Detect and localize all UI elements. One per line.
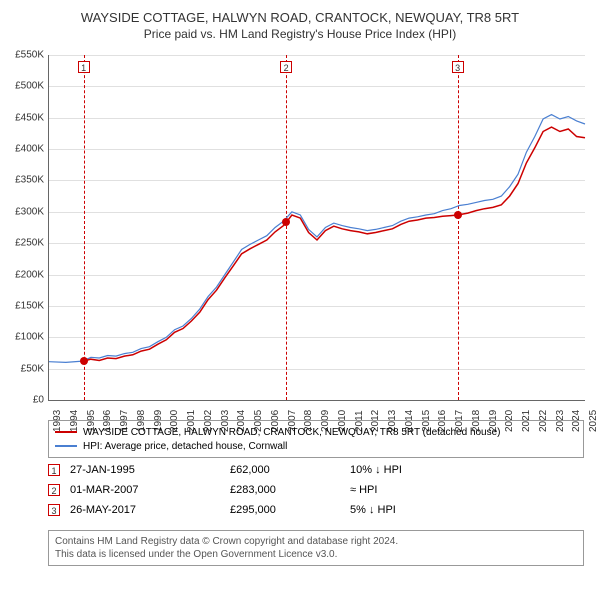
- sale-date: 27-JAN-1995: [70, 464, 220, 476]
- legend-box: WAYSIDE COTTAGE, HALWYN ROAD, CRANTOCK, …: [48, 420, 584, 458]
- y-tick-label: £450K: [4, 112, 44, 123]
- chart-subtitle: Price paid vs. HM Land Registry's House …: [0, 27, 600, 41]
- sale-price-dot: [282, 218, 290, 226]
- y-tick-label: £550K: [4, 50, 44, 61]
- sale-row-marker: 2: [48, 484, 60, 496]
- series-line: [84, 127, 585, 361]
- sale-row-marker: 1: [48, 464, 60, 476]
- sale-marker-box: 3: [452, 61, 464, 73]
- sale-price-dot: [80, 357, 88, 365]
- legend-label: HPI: Average price, detached house, Corn…: [83, 441, 287, 452]
- y-tick-label: £200K: [4, 269, 44, 280]
- legend-row: WAYSIDE COTTAGE, HALWYN ROAD, CRANTOCK, …: [55, 425, 577, 439]
- sale-date: 01-MAR-2007: [70, 484, 220, 496]
- sales-table: 1 27-JAN-1995 £62,000 10% ↓ HPI 2 01-MAR-2007…: [48, 460, 584, 520]
- footnote-line-2: This data is licensed under the Open Gov…: [55, 548, 577, 561]
- sale-row: 2 01-MAR-2007 £283,000 ≈ HPI: [48, 480, 584, 500]
- legend-label: WAYSIDE COTTAGE, HALWYN ROAD, CRANTOCK, …: [83, 427, 501, 438]
- title-area: WAYSIDE COTTAGE, HALWYN ROAD, CRANTOCK, …: [0, 0, 600, 41]
- legend-row: HPI: Average price, detached house, Corn…: [55, 439, 577, 453]
- sale-hpi: ≈ HPI: [350, 484, 470, 496]
- sale-price: £295,000: [230, 504, 340, 516]
- sale-marker-box: 2: [280, 61, 292, 73]
- sale-hpi: 5% ↓ HPI: [350, 504, 470, 516]
- sale-marker-box: 1: [78, 61, 90, 73]
- y-tick-label: £500K: [4, 81, 44, 92]
- sale-row: 1 27-JAN-1995 £62,000 10% ↓ HPI: [48, 460, 584, 480]
- y-tick-label: £50K: [4, 363, 44, 374]
- y-tick-label: £300K: [4, 206, 44, 217]
- sale-price: £62,000: [230, 464, 340, 476]
- chart-plot-area: 1 2 3: [48, 55, 585, 401]
- legend-swatch: [55, 431, 77, 433]
- legend-swatch: [55, 445, 77, 447]
- sale-date: 26-MAY-2017: [70, 504, 220, 516]
- y-tick-label: £150K: [4, 300, 44, 311]
- series-line: [49, 115, 585, 363]
- y-tick-label: £100K: [4, 332, 44, 343]
- y-tick-label: £400K: [4, 144, 44, 155]
- footnote-line-1: Contains HM Land Registry data © Crown c…: [55, 535, 577, 548]
- sale-hpi: 10% ↓ HPI: [350, 464, 470, 476]
- sale-row: 3 26-MAY-2017 £295,000 5% ↓ HPI: [48, 500, 584, 520]
- footnote-box: Contains HM Land Registry data © Crown c…: [48, 530, 584, 566]
- sale-row-marker: 3: [48, 504, 60, 516]
- page-root: WAYSIDE COTTAGE, HALWYN ROAD, CRANTOCK, …: [0, 0, 600, 590]
- y-tick-label: £350K: [4, 175, 44, 186]
- y-tick-label: £250K: [4, 238, 44, 249]
- sale-price-dot: [454, 211, 462, 219]
- chart-series-svg: [49, 55, 585, 400]
- sale-price: £283,000: [230, 484, 340, 496]
- y-tick-label: £0: [4, 395, 44, 406]
- x-tick-label: 2025: [588, 410, 599, 432]
- chart-title: WAYSIDE COTTAGE, HALWYN ROAD, CRANTOCK, …: [0, 10, 600, 25]
